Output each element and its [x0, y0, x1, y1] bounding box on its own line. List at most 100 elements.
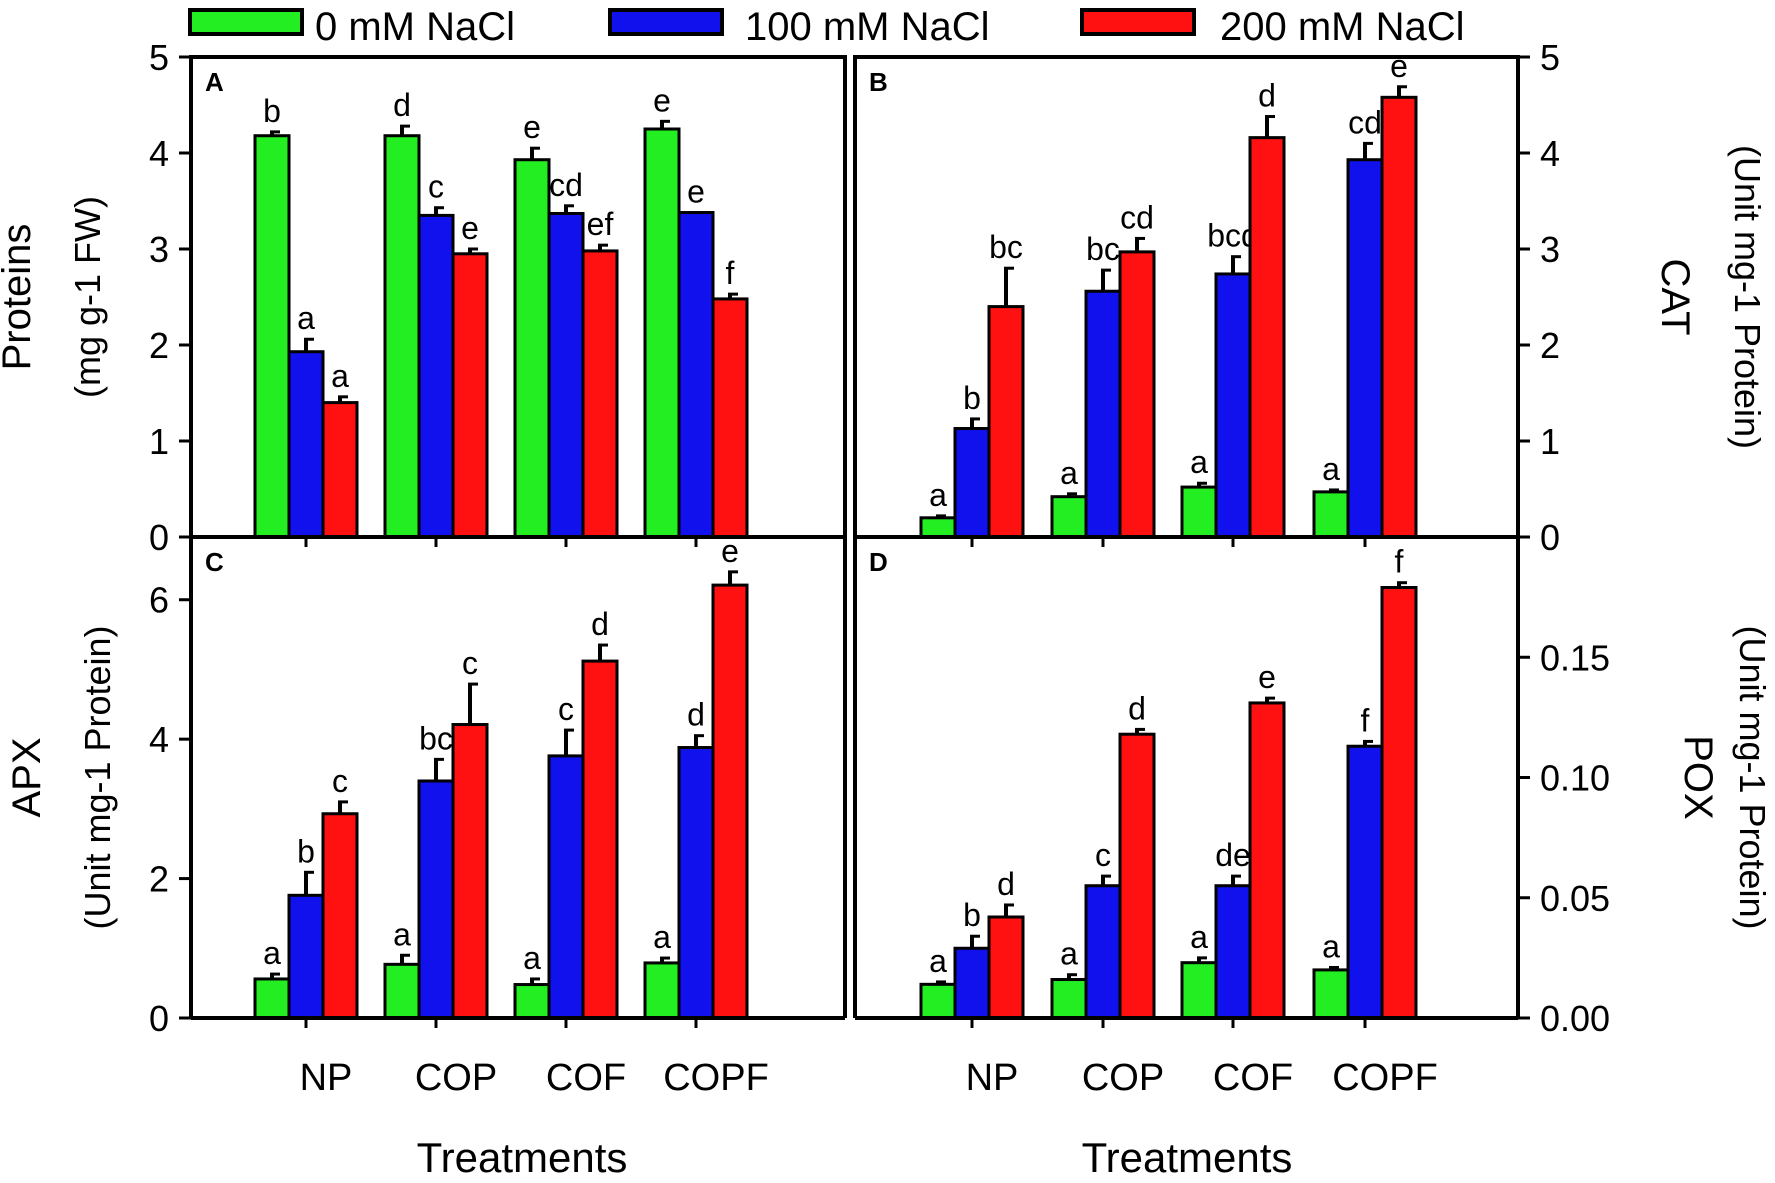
bar[interactable] — [987, 915, 1025, 1020]
panel-letter: C — [205, 547, 224, 577]
significance-letter: a — [1190, 444, 1208, 480]
legend: 0 mM NaCl 100 mM NaCl 200 mM NaCl — [188, 5, 1465, 49]
bar[interactable] — [1380, 586, 1418, 1020]
significance-letter: e — [653, 82, 671, 118]
y-tick-label: 0.15 — [1540, 637, 1610, 678]
bar[interactable] — [953, 946, 991, 1020]
bar[interactable] — [1346, 158, 1384, 539]
significance-letter: a — [1322, 451, 1340, 487]
significance-letter: f — [1395, 544, 1404, 580]
bar[interactable] — [1118, 732, 1156, 1020]
y-axis-title: Proteins — [0, 224, 39, 371]
bar[interactable] — [987, 305, 1025, 539]
bar[interactable] — [1248, 136, 1286, 539]
bar[interactable] — [1346, 744, 1384, 1020]
bar[interactable] — [1312, 490, 1350, 539]
bar[interactable] — [1118, 250, 1156, 539]
bar[interactable] — [417, 213, 455, 539]
bar[interactable] — [1050, 978, 1088, 1020]
significance-letter: c — [332, 763, 348, 799]
significance-letter: a — [297, 300, 315, 336]
x-axis-title-right: Treatments — [1082, 1134, 1293, 1181]
y-tick-label: 6 — [149, 580, 169, 621]
bar[interactable] — [383, 962, 421, 1020]
bar[interactable] — [547, 754, 585, 1020]
bar[interactable] — [451, 252, 489, 539]
bar[interactable] — [321, 401, 359, 539]
legend-item-0[interactable]: 0 mM NaCl — [188, 5, 515, 49]
y-axis-unit: (Unit mg-1 Protein) — [77, 625, 118, 929]
bar[interactable] — [581, 249, 619, 539]
bar[interactable] — [677, 211, 715, 539]
bar[interactable] — [1084, 289, 1122, 539]
bar[interactable] — [383, 134, 421, 539]
y-tick-label: 2 — [1540, 325, 1560, 366]
y-tick-label: 4 — [1540, 133, 1560, 174]
bar[interactable] — [1180, 961, 1218, 1020]
bar[interactable] — [711, 297, 749, 539]
bar[interactable] — [513, 983, 551, 1020]
bar[interactable] — [547, 211, 585, 539]
bar[interactable] — [1180, 485, 1218, 539]
bar[interactable] — [287, 893, 325, 1020]
significance-letter: cd — [1120, 199, 1154, 235]
bar[interactable] — [953, 427, 991, 539]
significance-letter: a — [331, 358, 349, 394]
y-axis-title: APX — [5, 737, 49, 817]
x-tick-labels-right: NP COP COF COPF — [966, 1057, 1438, 1099]
bar[interactable] — [581, 659, 619, 1020]
significance-letter: ef — [587, 206, 614, 242]
significance-letter: d — [591, 606, 609, 642]
significance-letter: a — [1060, 936, 1078, 972]
significance-letter: c — [462, 645, 478, 681]
significance-letter: d — [997, 866, 1015, 902]
bar[interactable] — [417, 779, 455, 1020]
panel-d: D 0.00 0.05 0.10 0.15 POX (Unit mg-1 Protein) a… — [869, 544, 1773, 1039]
significance-letter: a — [1322, 928, 1340, 964]
significance-letter: a — [929, 943, 947, 979]
bar[interactable] — [919, 982, 957, 1020]
legend-label-2: 200 mM NaCl — [1220, 5, 1465, 49]
significance-letter: e — [1258, 659, 1276, 695]
bar[interactable] — [643, 961, 681, 1020]
bar[interactable] — [1214, 884, 1252, 1020]
panel-frames — [189, 55, 1520, 1020]
y-tick-label: 0 — [149, 998, 169, 1039]
significance-letter: f — [726, 255, 735, 291]
bar[interactable] — [287, 350, 325, 539]
x-tick-label: COPF — [663, 1057, 769, 1099]
bar[interactable] — [711, 583, 749, 1020]
bar[interactable] — [253, 977, 291, 1020]
legend-swatch-1 — [608, 8, 724, 36]
bar[interactable] — [677, 746, 715, 1020]
bar[interactable] — [919, 516, 957, 539]
y-tick-label: 0 — [149, 517, 169, 558]
bar[interactable] — [1214, 272, 1252, 539]
panel-letter: D — [869, 547, 888, 577]
y-tick-label: 1 — [149, 421, 169, 462]
bar[interactable] — [1380, 95, 1418, 539]
x-tick-label: COP — [1082, 1057, 1164, 1099]
bar[interactable] — [1312, 968, 1350, 1020]
bar[interactable] — [1050, 495, 1088, 539]
bar[interactable] — [1248, 701, 1286, 1020]
bar[interactable] — [451, 723, 489, 1020]
bar[interactable] — [321, 812, 359, 1020]
bar[interactable] — [253, 134, 291, 539]
significance-letter: e — [1390, 48, 1408, 84]
legend-item-2[interactable]: 200 mM NaCl — [1080, 5, 1465, 49]
y-tick-label: 4 — [149, 719, 169, 760]
y-tick-label: 3 — [1540, 229, 1560, 270]
bar[interactable] — [643, 127, 681, 539]
y-tick-label: 3 — [149, 229, 169, 270]
legend-item-1[interactable]: 100 mM NaCl — [608, 5, 990, 49]
significance-letter: bc — [989, 229, 1023, 265]
y-tick-label: 4 — [149, 133, 169, 174]
bar[interactable] — [1084, 884, 1122, 1020]
bar[interactable] — [513, 158, 551, 539]
y-tick-label: 2 — [149, 859, 169, 900]
y-tick-label: 0 — [1540, 517, 1560, 558]
